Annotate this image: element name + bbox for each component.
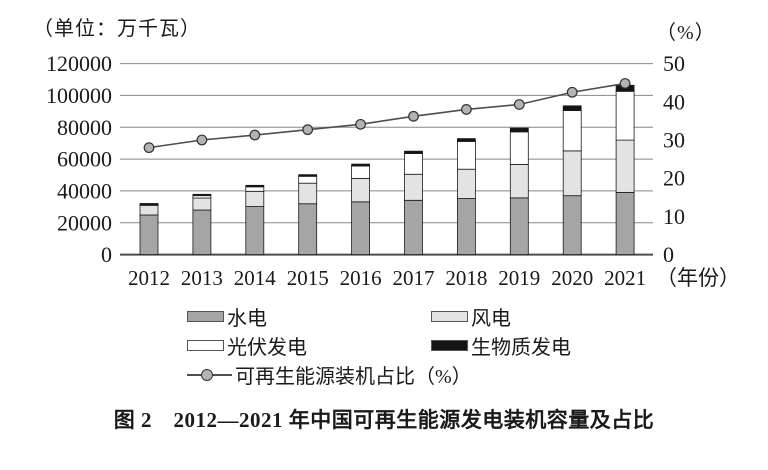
share-line-marker	[619, 78, 631, 89]
legend-label-solar: 光伏发电	[227, 337, 307, 359]
bar-segment	[298, 175, 318, 184]
chart-plot: 0 20000 40000 60000 80000 100000 120000 0 10 20 30…	[46, 51, 740, 290]
bar-segment	[456, 141, 476, 170]
x-axis-year-label: 2019	[498, 266, 540, 290]
bar-segment	[404, 150, 423, 154]
left-axis-tick-label: 40000	[57, 178, 112, 203]
left-axis-tick-label: 0	[101, 242, 112, 267]
share-line-marker	[408, 110, 419, 122]
bar-segment	[562, 150, 582, 197]
x-axis-year-label: 2020	[551, 266, 593, 290]
legend-item-share-line: 可再生能源装机占比（%）	[187, 360, 472, 389]
bar-segment	[139, 204, 159, 216]
bar-segment	[139, 203, 159, 206]
bar-segment	[351, 165, 371, 179]
share-line-marker	[143, 142, 155, 154]
bar-segment	[245, 190, 265, 207]
right-axis-tick-label: 0	[663, 242, 674, 267]
bar-segment	[351, 177, 371, 203]
bar-segment	[456, 138, 476, 142]
figure-title: 图 2 2012—2021 年中国可再生能源发电装机容量及占比	[113, 408, 655, 432]
bar-segment	[456, 168, 476, 199]
legend-label-share-line: 可再生能源装机占比（%）	[235, 366, 472, 388]
x-axis-year-label: 2016	[340, 266, 382, 290]
x-axis-year-label: 2015	[287, 266, 329, 290]
right-axis-tick-label: 10	[663, 204, 685, 229]
left-axis-tick-label: 60000	[57, 147, 112, 172]
share-line-marker-icon	[187, 368, 232, 381]
legend-label-wind: 风电	[471, 308, 511, 330]
legend-item-biomass: 生物质发电	[431, 331, 571, 360]
bar-segment	[139, 214, 159, 255]
x-axis-suffix-label: （年份）	[656, 266, 740, 290]
bar-segment	[509, 164, 529, 199]
share-line	[148, 82, 626, 149]
biomass-swatch-icon	[431, 340, 468, 351]
bar-segment	[245, 186, 265, 192]
bar-segment	[615, 139, 635, 193]
share-line-marker	[249, 129, 261, 141]
left-axis-tick-label: 80000	[57, 115, 112, 140]
right-axis-tick-label: 40	[663, 89, 685, 114]
bar-segment	[456, 198, 476, 256]
x-axis-year-label: 2018	[445, 266, 487, 290]
bar-segment	[298, 182, 318, 205]
solar-swatch-icon	[187, 340, 224, 351]
bar-segment	[298, 203, 318, 255]
bar-segment	[562, 105, 582, 111]
bar-segment	[351, 201, 371, 256]
bar-segment	[404, 199, 423, 256]
share-line-marker	[513, 99, 525, 110]
bar-segment	[404, 173, 423, 201]
share-line-marker	[566, 86, 578, 98]
bar-segment	[562, 110, 582, 152]
share-line-marker	[302, 124, 314, 136]
bar-segment	[562, 195, 582, 255]
legend-label-biomass: 生物质发电	[471, 337, 571, 359]
bar-segment	[509, 127, 529, 133]
bar-segment	[615, 90, 635, 141]
x-axis-year-label: 2012	[128, 266, 170, 290]
right-axis-tick-label: 30	[663, 128, 685, 153]
legend-label-hydro: 水电	[227, 308, 267, 330]
share-line-marker	[355, 118, 367, 130]
hydro-swatch-icon	[187, 311, 224, 322]
bar-segment	[298, 174, 318, 177]
left-axis-tick-label: 120000	[46, 51, 112, 76]
bar-segment	[192, 193, 212, 197]
bar-segment	[509, 131, 529, 165]
bar-segment	[404, 153, 423, 175]
bar-segment	[245, 206, 265, 256]
left-axis-tick-label: 20000	[57, 210, 112, 235]
bar-segment	[509, 197, 529, 256]
bar-segment	[192, 209, 212, 256]
left-axis-unit-label: （单位：万千瓦）	[33, 18, 201, 40]
legend-item-wind: 风电	[431, 302, 511, 331]
share-line-marker	[196, 134, 208, 146]
wind-swatch-icon	[431, 311, 468, 322]
bar-segment	[615, 191, 635, 256]
x-axis-year-label: 2017	[393, 266, 435, 290]
x-axis-year-label: 2014	[234, 266, 277, 290]
legend-item-hydro: 水电	[187, 302, 267, 331]
x-axis-year-label: 2013	[181, 266, 223, 290]
bar-segment	[245, 184, 265, 188]
right-axis-tick-label: 50	[663, 51, 685, 76]
legend-item-solar: 光伏发电	[187, 331, 307, 360]
right-axis-unit-label: （%）	[656, 22, 716, 44]
bar-segment	[192, 197, 212, 211]
bar-segment	[351, 163, 371, 167]
x-axis-year-label: 2021	[604, 266, 646, 290]
right-axis-tick-label: 20	[663, 166, 685, 191]
share-line-marker	[461, 104, 472, 115]
left-axis-tick-label: 100000	[46, 83, 112, 108]
